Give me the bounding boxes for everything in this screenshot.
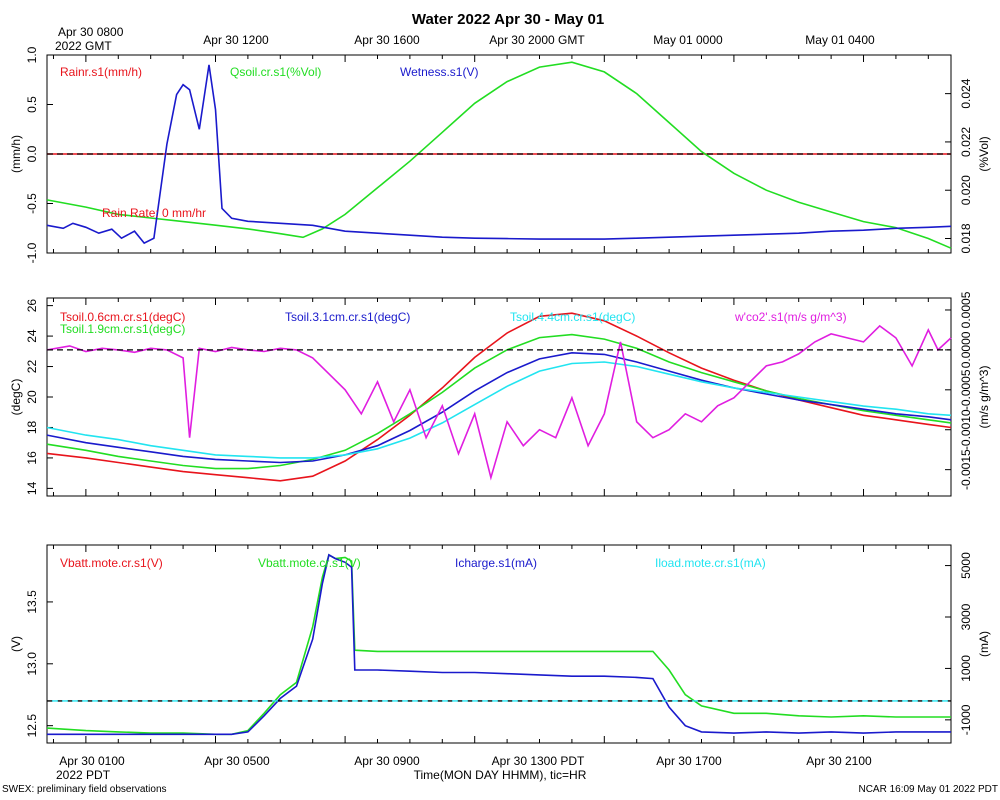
right-tick-label: 0.022 (959, 127, 973, 157)
top-axis-label: May 01 0400 (805, 33, 875, 47)
left-tick-label: 0.0 (25, 145, 39, 162)
panel-bottom: 13.5 13.0 12.5 5000 3000 1000 -1000 (V) (mA) Vbat… (9, 544, 991, 744)
right-tick-label: -1000 (959, 704, 973, 735)
right-tick-label: 0.018 (959, 223, 973, 253)
right-tick-label: 0.0000 (959, 331, 973, 368)
left-tick-label: 13.5 (25, 590, 39, 614)
legend-entry: Tsoil.3.1cm.cr.s1(degC) (285, 310, 410, 324)
left-tick-label: 22 (25, 360, 39, 374)
right-axis-label: (mA) (977, 631, 991, 657)
left-axis-label: (mm/h) (9, 135, 23, 173)
left-tick-label: -1.0 (25, 242, 39, 263)
top-axis-first-sublabel: 2022 GMT (55, 39, 112, 53)
right-axis-label: (%Vol) (977, 136, 991, 171)
top-axis-first-label: Apr 30 0800 (58, 25, 124, 39)
right-tick-label: 0.0005 (959, 291, 973, 328)
bottom-axis-label: Apr 30 0500 (204, 754, 270, 768)
left-tick-label: 20 (25, 390, 39, 404)
legend-entry: Vbatt.mote.cr.s1(V) (258, 556, 361, 570)
series-line (46, 361, 952, 459)
legend-entry: Vbatt.mote.cr.s1(V) (60, 556, 163, 570)
legend-entry: Rainr.s1(mm/h) (60, 65, 142, 79)
left-tick-label: 16 (25, 451, 39, 465)
left-tick-label: -0.5 (25, 193, 39, 214)
rain-rate-annotation: Rain Rate: 0 mm/hr (102, 206, 206, 220)
chart-title: Water 2022 Apr 30 - May 01 (412, 11, 604, 28)
right-tick-label: -0.0010 (959, 409, 973, 450)
left-tick-label: 18 (25, 420, 39, 434)
legend-entry: Iload.mote.cr.s1(mA) (655, 556, 766, 570)
bottom-axis-label: Apr 30 2100 (806, 754, 872, 768)
left-tick-label: 0.5 (25, 96, 39, 113)
right-tick-label: 1000 (959, 655, 973, 682)
footer-left-note: SWEX: preliminary field observations (2, 784, 167, 795)
right-tick-label: 0.020 (959, 175, 973, 205)
panel-top: 1.0 0.5 0.0 -0.5 -1.0 0.024 0.022 0.020 0.018 (mm… (9, 46, 991, 263)
right-tick-label: 3000 (959, 603, 973, 630)
left-tick-label: 13.0 (25, 652, 39, 676)
right-tick-label: 5000 (959, 552, 973, 579)
left-tick-label: 24 (25, 329, 39, 343)
series-line (46, 61, 952, 249)
bottom-axis-label: Apr 30 1700 (656, 754, 722, 768)
legend-entry: w'co2'.s1(m/s g/m^3) (734, 310, 847, 324)
top-axis-label: Apr 30 1600 (354, 33, 420, 47)
top-axis-label: May 01 0000 (653, 33, 723, 47)
top-axis-label: Apr 30 1200 (203, 33, 269, 47)
series-line (46, 351, 952, 464)
bottom-axis-sublabel: 2022 PDT (56, 768, 111, 782)
bottom-axis-label: Apr 30 0900 (354, 754, 420, 768)
bottom-time-axis: Apr 30 0100 Apr 30 0500 Apr 30 0900 Apr 30 … (59, 754, 872, 768)
left-axis-label: (degC) (9, 379, 23, 416)
top-axis-label: Apr 30 2000 GMT (489, 33, 585, 47)
bottom-axis-label: Apr 30 1300 PDT (492, 754, 585, 768)
series-line (46, 553, 951, 736)
bottom-axis-label: Apr 30 0100 (59, 754, 125, 768)
series-line (46, 324, 952, 481)
left-tick-label: 14 (25, 481, 39, 495)
legend-entry: Qsoil.cr.s1(%Vol) (230, 65, 321, 79)
right-axis-label: (m/s g/m^3) (977, 366, 991, 429)
left-tick-label: 12.5 (25, 714, 39, 738)
legend-entry: Tsoil.1.9cm.cr.s1(degC) (60, 322, 185, 336)
series-line (46, 64, 952, 245)
right-tick-label: 0.024 (959, 78, 973, 108)
legend-entry: Wetness.s1(V) (400, 65, 478, 79)
right-tick-label: -0.0015 (959, 449, 973, 490)
legend-entry: Tsoil.0.6cm.cr.s1(degC) (60, 310, 185, 324)
x-axis-label: Time(MON DAY HHMM), tic=HR (414, 768, 587, 782)
top-time-axis: Apr 30 1200 Apr 30 1600 Apr 30 2000 GMT May… (203, 33, 875, 47)
footer-right-stamp: NCAR 16:09 May 01 2022 PDT (858, 784, 998, 795)
panel-frame (46, 544, 952, 744)
legend-entry: Icharge.s1(mA) (455, 556, 537, 570)
right-tick-label: -0.0005 (959, 369, 973, 410)
series-line (46, 312, 952, 482)
chart-panels: 1.0 0.5 0.0 -0.5 -1.0 0.024 0.022 0.020 0.018 (mm… (9, 46, 991, 744)
left-tick-label: 26 (25, 299, 39, 313)
series-line (47, 553, 951, 736)
legend-entry: Tsoil.4.4cm.cr.s1(degC) (510, 310, 635, 324)
left-axis-label: (V) (9, 636, 23, 652)
panel-middle: 26 24 22 20 18 16 14 0.0005 0.0000-0.0005-0.0010… (9, 291, 991, 497)
left-tick-label: 1.0 (25, 46, 39, 63)
